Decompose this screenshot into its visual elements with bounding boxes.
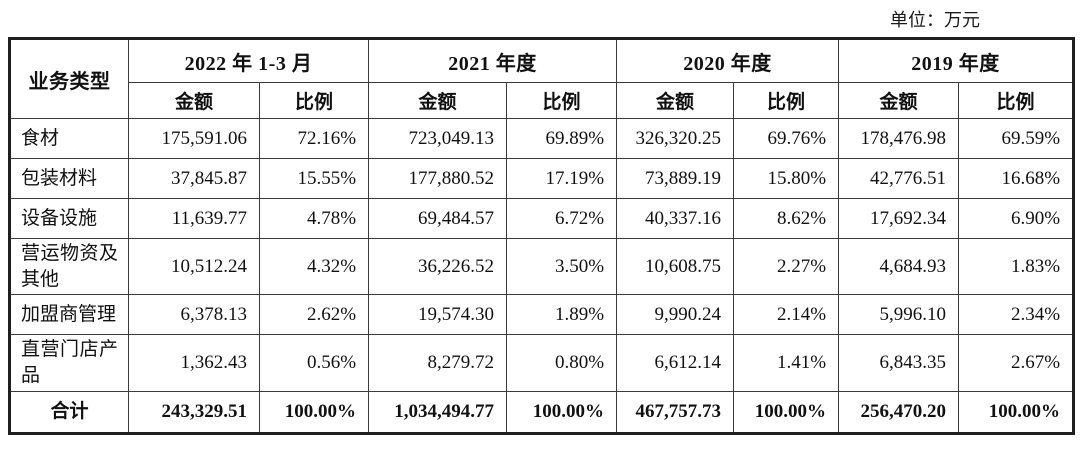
amount-cell: 73,889.19 [616,158,735,199]
ratio-cell: 6.90% [958,198,1075,239]
table-header: 业务类型 2022 年 1-3 月 2021 年度 2020 年度 2019 年… [9,38,1075,119]
ratio-cell: 4.32% [258,237,370,296]
table-row: 设备设施 11,639.77 4.78% 69,484.57 6.72% 40,337.1… [9,198,1075,239]
ratio-cell: 4.78% [258,198,370,239]
column-header-ratio-2020: 比例 [733,82,840,119]
ratio-cell: 100.00% [258,390,370,434]
ratio-cell: 1.89% [506,294,618,336]
ratio-cell: 15.55% [258,158,370,199]
amount-cell: 19,574.30 [368,294,508,336]
ratio-cell: 1.83% [958,237,1075,296]
column-header-period-2022: 2022 年 1-3 月 [127,38,370,83]
column-header-period-2019: 2019 年度 [838,38,1075,83]
row-label: 直营门店产品 [9,334,129,392]
table-row: 直营门店产品 1,362.43 0.56% 8,279.72 0.80% 6,612.14… [9,334,1075,392]
ratio-cell: 8.62% [733,198,840,239]
column-header-amount-2021: 金额 [368,82,508,119]
column-header-amount-2020: 金额 [616,82,735,119]
amount-cell: 17,692.34 [838,198,960,239]
amount-cell: 1,362.43 [128,334,260,392]
ratio-cell: 6.72% [506,198,618,239]
table-row: 营运物资及其他 10,512.24 4.32% 36,226.52 3.50% 10,60… [9,237,1075,296]
column-header-period-2020: 2020 年度 [616,38,840,83]
table-row: 加盟商管理 6,378.13 2.62% 19,574.30 1.89% 9,990.24… [9,294,1075,336]
column-header-business-type: 业务类型 [9,38,129,119]
amount-cell: 256,470.20 [838,390,960,434]
ratio-cell: 2.27% [733,237,840,296]
amount-cell: 175,591.06 [128,118,260,159]
amount-cell: 326,320.25 [616,118,735,159]
amount-cell: 11,639.77 [128,198,260,239]
total-label: 合计 [9,390,129,434]
ratio-cell: 100.00% [506,390,618,434]
row-label: 食材 [9,118,129,159]
amount-cell: 42,776.51 [838,158,960,199]
ratio-cell: 69.89% [506,118,618,159]
ratio-cell: 100.00% [733,390,840,434]
amount-cell: 37,845.87 [128,158,260,199]
amount-cell: 6,612.14 [616,334,735,392]
ratio-cell: 17.19% [506,158,618,199]
ratio-cell: 3.50% [506,237,618,296]
ratio-cell: 2.62% [258,294,370,336]
ratio-cell: 2.14% [733,294,840,336]
column-header-ratio-2019: 比例 [958,82,1075,119]
amount-cell: 36,226.52 [368,237,508,296]
amount-cell: 10,512.24 [128,237,260,296]
column-header-amount-2022: 金额 [128,82,260,119]
unit-label: 单位：万元 [890,10,980,30]
amount-cell: 243,329.51 [128,390,260,434]
ratio-cell: 72.16% [258,118,370,159]
row-label: 加盟商管理 [9,294,129,336]
column-header-period-2021: 2021 年度 [368,38,618,83]
amount-cell: 10,608.75 [616,237,735,296]
ratio-cell: 0.56% [258,334,370,392]
ratio-cell: 1.41% [733,334,840,392]
ratio-cell: 69.76% [733,118,840,159]
ratio-cell: 100.00% [958,390,1075,434]
amount-cell: 69,484.57 [368,198,508,239]
amount-cell: 723,049.13 [368,118,508,159]
column-header-amount-2019: 金额 [838,82,960,119]
table-row: 包装材料 37,845.87 15.55% 177,880.52 17.19% 73,88… [9,158,1075,199]
period-header-row: 业务类型 2022 年 1-3 月 2021 年度 2020 年度 2019 年… [9,38,1075,119]
column-header-ratio-2021: 比例 [506,82,618,119]
amount-cell: 4,684.93 [838,237,960,296]
ratio-cell: 0.80% [506,334,618,392]
amount-cell: 178,476.98 [838,118,960,159]
column-header-ratio-2022: 比例 [258,82,370,119]
amount-cell: 1,034,494.77 [368,390,508,434]
amount-cell: 467,757.73 [616,390,735,434]
amount-cell: 177,880.52 [368,158,508,199]
ratio-cell: 15.80% [733,158,840,199]
table-body: 食材 175,591.06 72.16% 723,049.13 69.89% 326,32… [9,118,1075,434]
ratio-cell: 2.34% [958,294,1075,336]
subheader-row: 金额 比例 金额 比例 金额 比例 金额 比例 [10,82,1075,119]
amount-cell: 5,996.10 [838,294,960,336]
total-row: 合计 243,329.51 100.00% 1,034,494.77 100.00% 46… [9,390,1075,434]
ratio-cell: 16.68% [958,158,1075,199]
row-label: 营运物资及其他 [9,237,129,296]
table-row: 食材 175,591.06 72.16% 723,049.13 69.89% 326,32… [9,118,1075,159]
amount-cell: 6,843.35 [838,334,960,392]
amount-cell: 40,337.16 [616,198,735,239]
row-label: 设备设施 [9,198,129,239]
amount-cell: 6,378.13 [128,294,260,336]
amount-cell: 8,279.72 [368,334,508,392]
ratio-cell: 69.59% [958,118,1075,159]
row-label: 包装材料 [9,158,129,199]
amount-cell: 9,990.24 [616,294,735,336]
ratio-cell: 2.67% [958,334,1075,392]
revenue-breakdown-table: 业务类型 2022 年 1-3 月 2021 年度 2020 年度 2019 年… [8,37,1076,435]
